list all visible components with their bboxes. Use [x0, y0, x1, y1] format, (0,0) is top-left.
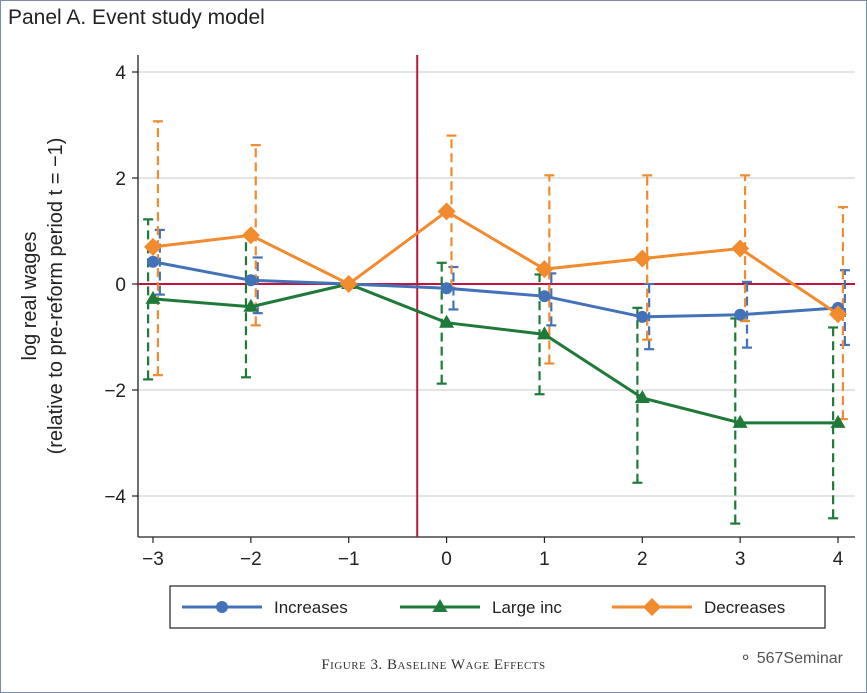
point-decreases	[437, 202, 456, 221]
point-large-inc	[536, 326, 552, 340]
y-tick-label: −4	[104, 487, 126, 508]
legend-marker-decreases	[643, 598, 661, 616]
point-decreases	[829, 305, 848, 324]
point-large-inc	[439, 314, 455, 328]
x-tick-label: 1	[539, 549, 550, 570]
legend-marker-large-inc	[432, 599, 448, 612]
point-decreases	[633, 249, 652, 268]
watermark: ⚬ 567Seminar	[739, 648, 843, 668]
point-increases	[734, 308, 747, 321]
point-large-inc	[830, 414, 846, 428]
legend-label-decreases: Decreases	[704, 598, 785, 617]
point-decreases	[241, 226, 260, 245]
y-axis-label: log real wages	[19, 232, 41, 361]
point-decreases	[535, 260, 554, 279]
legend-box	[169, 585, 826, 629]
point-increases	[636, 310, 649, 323]
point-increases	[440, 282, 453, 295]
point-decreases	[731, 239, 750, 258]
x-tick-label: 4	[833, 549, 844, 570]
point-increases	[538, 290, 551, 303]
y-axis-label-sub: (relative to pre-reform period t = −1)	[45, 138, 67, 455]
point-increases	[244, 274, 257, 287]
point-large-inc	[634, 389, 650, 403]
series-line-increases	[152, 260, 839, 319]
wechat-icon: ⚬	[738, 650, 757, 667]
watermark-text: 567Seminar	[756, 650, 843, 667]
legend-marker-increases	[216, 601, 228, 613]
x-tick-label: 3	[735, 549, 746, 570]
x-tick-label: −1	[338, 549, 360, 570]
x-tick-label: 2	[637, 549, 648, 570]
y-tick-label: 4	[115, 63, 126, 84]
series-line-decreases	[152, 209, 839, 316]
point-large-inc	[732, 414, 748, 428]
x-tick-label: 0	[441, 549, 452, 570]
y-tick-label: −2	[104, 381, 126, 402]
point-large-inc	[145, 290, 161, 304]
point-large-inc	[243, 298, 259, 312]
panel-title: Panel A. Event study model	[8, 6, 265, 29]
y-tick-label: 2	[115, 169, 126, 190]
legend-label-large-inc: Large inc	[492, 598, 562, 617]
x-tick-label: −2	[240, 549, 262, 570]
y-tick-label: 0	[115, 275, 126, 296]
point-decreases	[339, 275, 358, 293]
figure-caption: Figure 3. Baseline Wage Effects	[321, 657, 546, 673]
legend-label-increases: Increases	[274, 598, 348, 617]
x-tick-label: −3	[142, 549, 164, 570]
point-increases	[147, 255, 159, 268]
series-line-large-inc	[152, 282, 839, 425]
point-decreases	[144, 237, 162, 256]
